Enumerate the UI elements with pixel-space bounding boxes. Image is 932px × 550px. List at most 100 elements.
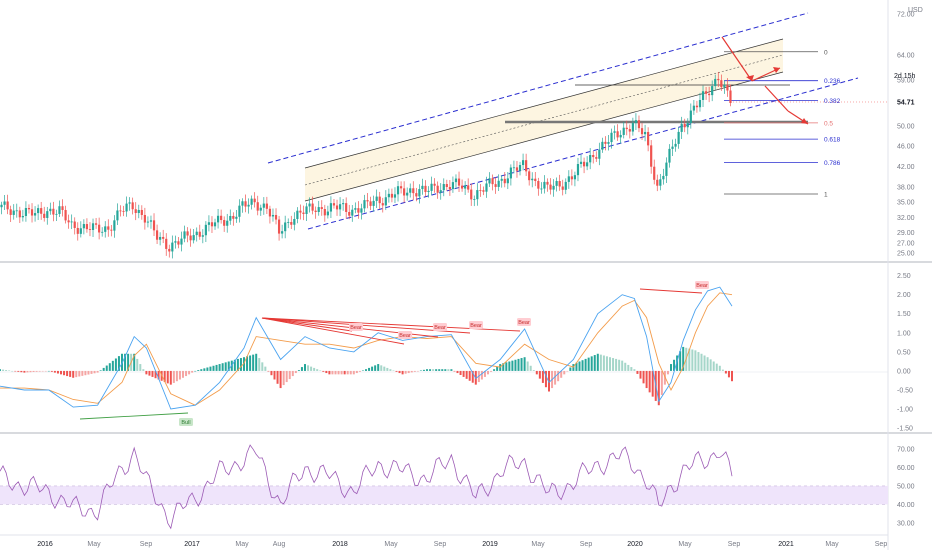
candle-126 [384, 190, 387, 211]
signal-line [0, 292, 733, 406]
macd-bar-57 [172, 370, 175, 383]
candle-227 [692, 100, 695, 115]
rsi-path [0, 444, 733, 530]
macd-bar-3 [8, 370, 11, 371]
macd-bar-195 [593, 355, 596, 371]
candle-11 [33, 206, 37, 222]
macd-bar-11 [32, 370, 35, 372]
candle-153 [467, 178, 470, 193]
macd-bar-50 [151, 370, 154, 377]
macd-bar-20 [60, 370, 62, 375]
price-tick-8: 35.00 [897, 200, 915, 207]
macd-bar-30 [90, 370, 93, 374]
macd-bar-163 [496, 366, 499, 371]
macd-bar-180 [548, 370, 550, 392]
candle-81 [247, 198, 250, 214]
macd-bar-221 [673, 359, 676, 371]
candle-44 [134, 202, 137, 221]
macd-bar-16 [47, 370, 50, 372]
macd-bar-148 [450, 369, 453, 371]
macd-bar-220 [670, 364, 672, 371]
candle-19 [58, 200, 61, 218]
candle-98 [299, 204, 302, 220]
candle-91 [277, 215, 281, 241]
candle-152 [464, 181, 467, 195]
price-tick-3: 54.71 [897, 99, 915, 106]
candle-48 [146, 216, 150, 228]
macd-bar-174 [529, 365, 532, 371]
macd-bar-219 [666, 370, 669, 375]
candle-12 [37, 204, 40, 221]
candle-3 [9, 205, 12, 223]
macd-bar-54 [163, 370, 166, 383]
macd-bar-231 [703, 355, 706, 371]
macd-bar-139 [422, 369, 425, 371]
price-tick-11: 27.00 [897, 240, 915, 247]
candle-22 [67, 214, 70, 229]
candle-111 [338, 197, 342, 217]
macd-line [0, 286, 733, 410]
candle-25 [76, 222, 79, 241]
candle-234 [714, 74, 717, 90]
y-axes: 72.00 64.00 59.00 54.71 50.00 46.00 42.00 38.00… [730, 12, 915, 527]
candle-209 [637, 115, 641, 133]
macd-bar-173 [526, 361, 529, 371]
candle-125 [381, 197, 384, 213]
macd-bar-29 [87, 370, 90, 375]
macd-bar-218 [663, 370, 666, 385]
candle-213 [650, 140, 653, 174]
macd-bar-41 [124, 353, 127, 371]
candle-5 [15, 203, 18, 218]
macd-bar-15 [44, 370, 47, 372]
candle-196 [598, 142, 601, 166]
macd-bar-168 [511, 360, 514, 371]
x-tick-15: 2021 [778, 541, 794, 548]
candle-208 [634, 113, 638, 130]
macd-bar-208 [633, 369, 636, 371]
projection-arrowheads [746, 67, 808, 124]
candle-127 [387, 188, 390, 203]
macd-bar-124 [377, 364, 380, 371]
fib-label-6: 1 [824, 191, 828, 198]
candle-188 [573, 171, 577, 187]
macd-bar-71 [215, 364, 218, 371]
candle-112 [342, 198, 345, 211]
price-tick-9: 32.00 [897, 215, 915, 222]
candle-183 [558, 174, 561, 191]
candle-41 [125, 196, 128, 217]
macd-bar-176 [535, 370, 538, 375]
macd-bar-102 [310, 366, 313, 371]
candle-179 [546, 178, 549, 192]
candle-148 [451, 176, 455, 193]
candle-158 [482, 186, 485, 196]
candle-168 [512, 160, 516, 174]
macd-bar-5 [14, 370, 17, 372]
macd-bar-49 [148, 370, 151, 376]
candle-212 [647, 127, 650, 152]
macd-bar-179 [544, 370, 547, 388]
price-tick-0: 72.00 [897, 12, 915, 19]
candle-157 [479, 184, 482, 197]
candle-128 [390, 188, 394, 203]
macd-bar-127 [386, 367, 389, 371]
candle-79 [241, 198, 244, 213]
macd-bar-72 [218, 364, 221, 371]
candle-31 [94, 218, 98, 229]
svg-text:Bear: Bear [434, 325, 446, 331]
candle-217 [662, 168, 665, 185]
candle-204 [622, 121, 625, 139]
macd-bar-120 [365, 369, 367, 371]
candle-132 [403, 181, 406, 203]
fib-label-1: 0.236 [824, 78, 841, 85]
macd-bar-238 [724, 370, 727, 374]
candle-39 [119, 205, 122, 217]
candle-95 [290, 215, 293, 230]
candle-103 [314, 206, 317, 219]
price-candles [0, 71, 732, 259]
macd-bar-59 [178, 370, 181, 380]
macd-bar-62 [188, 370, 191, 375]
candle-26 [79, 221, 82, 238]
divergence-labels: Bull Bear Bear Bear Bear Bear Bear [179, 281, 709, 426]
annotation-3: Bear [433, 323, 447, 331]
candle-182 [555, 177, 558, 192]
